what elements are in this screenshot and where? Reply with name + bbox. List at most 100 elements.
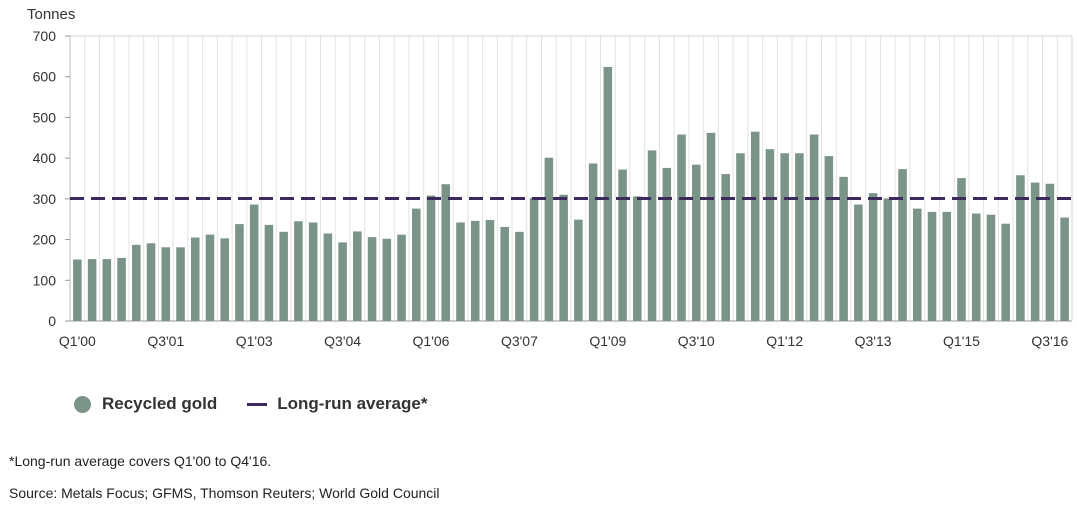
legend-swatch-circle-icon	[74, 395, 91, 413]
bar-Q2'12	[795, 153, 804, 321]
bar-Q3'05	[397, 234, 406, 321]
legend-swatch-line-icon	[247, 402, 268, 406]
bar-Q4'04	[353, 231, 362, 321]
bar-Q2'10	[677, 134, 686, 321]
y-tick-label: 500	[33, 109, 57, 125]
bar-Q4'06	[470, 220, 480, 321]
bar-Q4'03	[294, 221, 303, 321]
x-tick-label: Q3'01	[147, 333, 184, 349]
x-tick-label: Q3'07	[501, 333, 538, 349]
y-tick-label: 200	[33, 232, 57, 248]
x-tick-label: Q3'10	[678, 333, 715, 349]
bar-Q3'12	[809, 134, 819, 321]
y-tick-label: 100	[33, 272, 57, 288]
legend-item-recycled-gold: Recycled gold	[74, 394, 217, 414]
bar-Q2'02	[205, 234, 215, 321]
bar-Q4'12	[824, 156, 834, 321]
bar-Q4'13	[883, 198, 893, 321]
bar-Q1'15	[957, 178, 966, 321]
x-tick-label: Q1'15	[943, 333, 980, 349]
bar-Q2'08	[559, 194, 568, 321]
bar-Q4'11	[765, 149, 775, 321]
bar-Q4'10	[706, 132, 716, 321]
y-tick-labels: 0 100 200 300 400 500 600 700	[33, 28, 57, 329]
y-tick-label: 700	[33, 28, 57, 44]
x-tick-label: Q3'16	[1031, 333, 1068, 349]
y-tick-label: 600	[33, 69, 57, 85]
bar-Q3'03	[279, 231, 288, 321]
bar-Q1'11	[721, 174, 730, 321]
bar-Q3'02	[220, 238, 229, 321]
bar-Q4'00	[117, 257, 126, 321]
bar-Q1'09	[603, 66, 613, 321]
bar-Q4'07	[529, 198, 539, 321]
x-tick-label: Q1'12	[766, 333, 803, 349]
bar-Q3'10	[691, 164, 701, 321]
bar-Q2'04	[323, 233, 333, 321]
bar-Q1'03	[249, 204, 259, 321]
bar-Q2'16	[1030, 182, 1040, 321]
y-tick-label: 300	[33, 191, 57, 207]
bar-Q1'08	[544, 157, 554, 321]
x-tick-label: Q1'03	[236, 333, 273, 349]
bar-Q2'15	[971, 213, 981, 321]
bar-Q1'16	[1016, 175, 1025, 321]
bar-Q2'06	[441, 184, 451, 321]
bar-Q2'07	[500, 226, 509, 321]
bar-Q3'14	[927, 211, 937, 321]
footnote-long-run-average: *Long-run average covers Q1'00 to Q4'16.	[9, 453, 272, 469]
bar-Q2'09	[618, 169, 627, 321]
bar-Q3'06	[456, 222, 465, 321]
bar-Q3'16	[1045, 183, 1055, 321]
bar-Q4'01	[176, 247, 185, 321]
legend-label-recycled-gold: Recycled gold	[102, 394, 218, 413]
bar-Q3'00	[102, 259, 112, 321]
bar-Q4'09	[647, 150, 657, 321]
bar-Q1'01	[132, 244, 141, 321]
bar-Q2'00	[87, 259, 97, 321]
bar-Q1'12	[780, 153, 789, 321]
bar-Q2'01	[146, 243, 156, 321]
bar-Q2'05	[382, 238, 392, 321]
y-tick-label: 400	[33, 150, 57, 166]
bar-Q4'02	[235, 224, 244, 321]
bar-Q3'07	[515, 231, 524, 321]
bar-Q3'15	[986, 214, 996, 321]
bar-Q4'14	[942, 211, 952, 321]
y-axis-title: Tonnes	[27, 6, 75, 23]
bar-Q3'04	[338, 242, 347, 321]
legend-label-long-run-average: Long-run average*	[277, 394, 428, 413]
bar-Q2'03	[264, 224, 274, 321]
bar-Q1'10	[662, 167, 672, 321]
legend-item-long-run-average: Long-run average*	[247, 394, 427, 414]
bar-Q3'01	[161, 247, 171, 321]
bar-Q3'11	[750, 131, 760, 321]
bar-Q4'15	[1001, 223, 1010, 321]
bar-Q4'08	[588, 163, 598, 321]
bar-Q2'14	[913, 208, 922, 321]
x-tick-label: Q3'04	[324, 333, 361, 349]
bar-Q3'13	[868, 193, 878, 321]
grid-layer	[84, 36, 1058, 321]
bar-Q1'14	[898, 169, 907, 321]
bar-Q1'06	[426, 195, 436, 321]
x-tick-label: Q3'13	[855, 333, 892, 349]
bar-Q2'11	[736, 153, 745, 321]
x-tick-label: Q1'00	[59, 333, 96, 349]
legend: Recycled gold Long-run average*	[74, 394, 457, 414]
footnote-source: Source: Metals Focus; GFMS, Thomson Reut…	[9, 485, 440, 501]
bar-Q2'13	[854, 204, 863, 321]
recycled-gold-chart: Tonnes 0 100 200 300 400 500 600 700 Q1'00 Q3'01…	[27, 6, 1073, 349]
bar-Q1'13	[839, 176, 848, 321]
y-tick-label: 0	[48, 313, 56, 329]
bar-layer	[73, 66, 1069, 321]
x-tick-labels: Q1'00 Q3'01 Q1'03 Q3'04 Q1'06 Q3'07 Q1'09 Q3'10…	[59, 333, 1069, 349]
x-tick-label: Q1'06	[413, 333, 450, 349]
bar-Q3'09	[633, 196, 642, 321]
x-tick-label: Q1'09	[589, 333, 626, 349]
bar-Q1'05	[367, 237, 377, 321]
bar-Q1'00	[73, 259, 82, 321]
bar-Q1'04	[308, 222, 318, 321]
bar-Q1'07	[485, 220, 495, 321]
bar-Q4'16	[1060, 217, 1069, 321]
